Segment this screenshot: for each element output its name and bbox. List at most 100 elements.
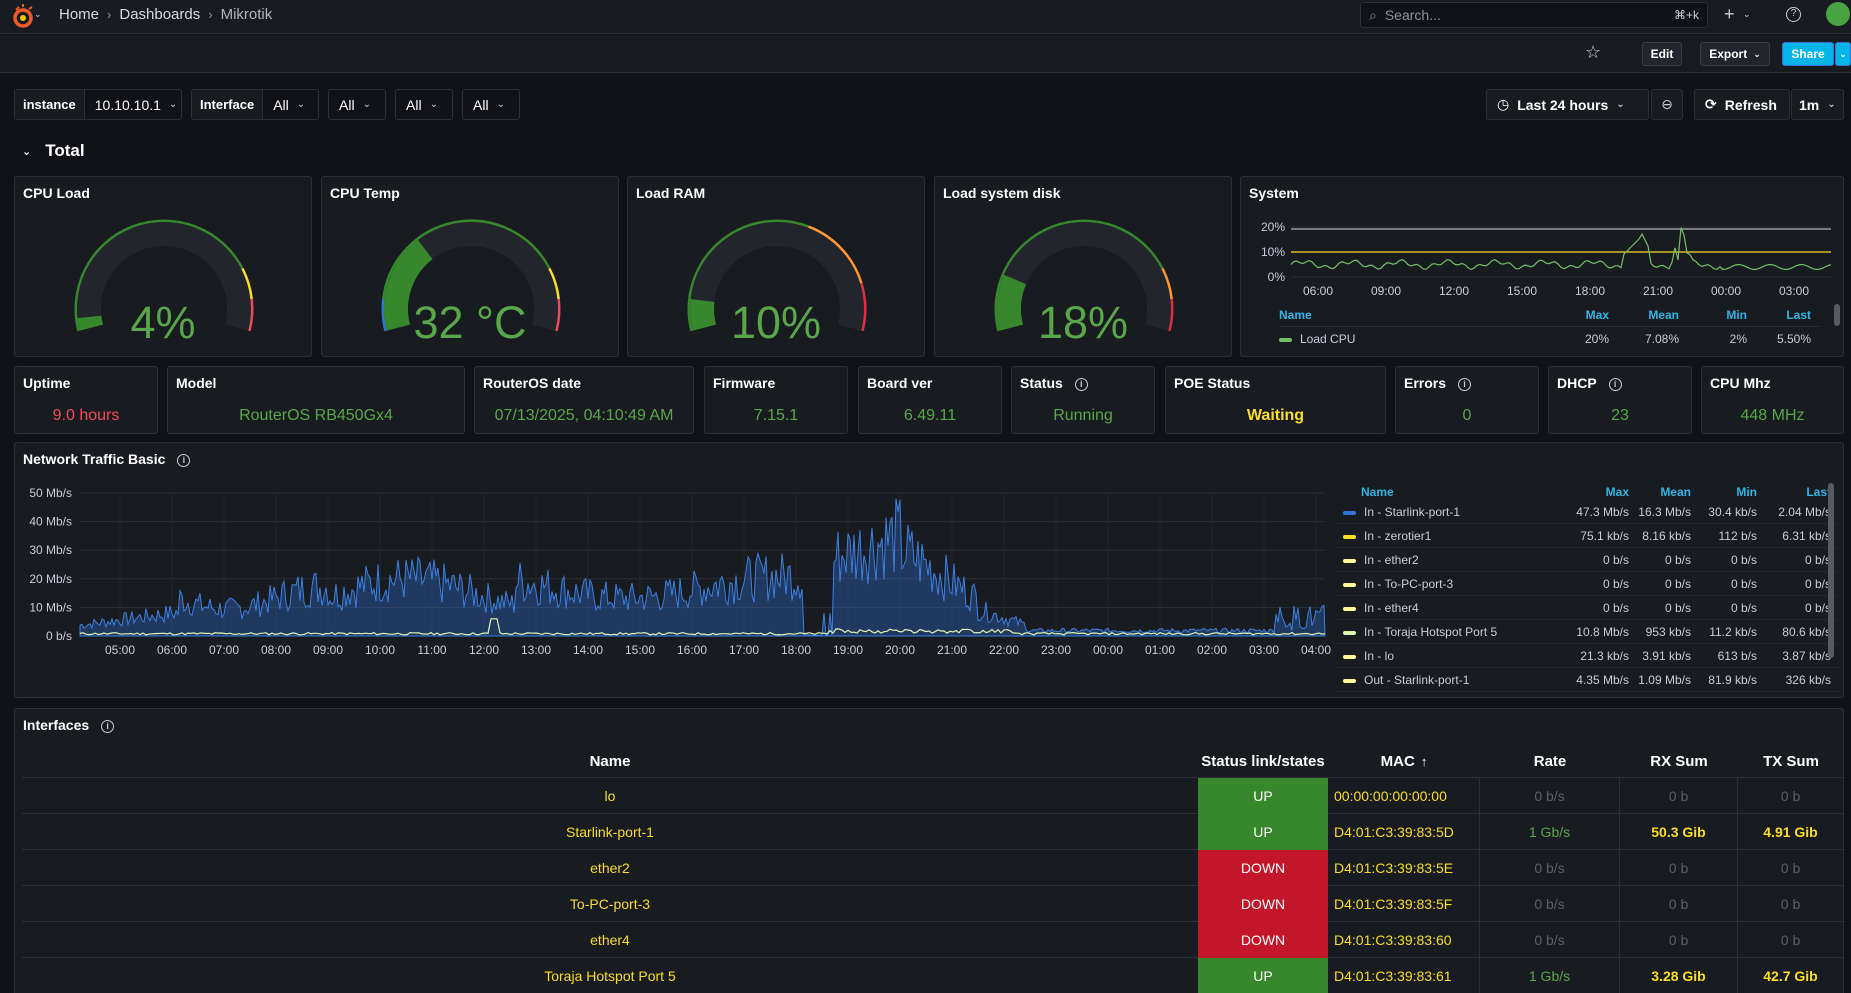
- series-swatch: [1343, 558, 1356, 563]
- variable-value[interactable]: 10.10.10.1 ⌄: [85, 90, 188, 119]
- info-icon[interactable]: i: [1458, 377, 1472, 391]
- x-tick-label: 15:00: [625, 643, 655, 657]
- variable-filter-3[interactable]: All ⌄: [328, 89, 386, 120]
- column-header-rate[interactable]: Rate: [1480, 753, 1620, 770]
- legend-header-max[interactable]: Max: [1585, 308, 1609, 322]
- gauge-threshold-band: [247, 298, 254, 332]
- series-label: In - ether2: [1364, 553, 1419, 567]
- time-range-value[interactable]: ◷ Last 24 hours ⌄: [1487, 90, 1635, 119]
- refresh-value[interactable]: ⟳ Refresh: [1695, 90, 1787, 119]
- info-icon[interactable]: i: [1074, 377, 1088, 391]
- grafana-logo-icon[interactable]: [10, 4, 36, 30]
- legend-scrollbar[interactable]: [1834, 304, 1840, 326]
- x-tick-label: 21:00: [1643, 284, 1673, 298]
- edit-button[interactable]: Edit: [1642, 42, 1682, 66]
- legend-row[interactable]: In - To-PC-port-3 0 b/s 0 b/s 0 b/s 0 b/s: [1335, 573, 1839, 596]
- panel-title-text: CPU Mhz: [1710, 375, 1771, 391]
- legend-header-min[interactable]: Min: [1726, 308, 1747, 322]
- series-swatch: [1343, 630, 1356, 635]
- time-range-picker[interactable]: ◷ Last 24 hours ⌄: [1486, 89, 1649, 120]
- table-row[interactable]: To-PC-port-3 DOWN D4:01:C3:39:83:5F 0 b/s 0 …: [22, 886, 1844, 922]
- info-icon[interactable]: i: [101, 719, 115, 733]
- export-button[interactable]: Export ⌄: [1700, 42, 1770, 66]
- add-icon[interactable]: +: [1724, 3, 1735, 24]
- legend-header-name[interactable]: Name: [1279, 308, 1312, 322]
- zoom-out-button[interactable]: ⊖: [1651, 89, 1683, 120]
- variable-instance[interactable]: instance 10.10.10.1 ⌄: [14, 89, 182, 120]
- legend-series-name[interactable]: Load CPU: [1279, 332, 1355, 346]
- legend-header-last[interactable]: Last: [1806, 485, 1831, 499]
- panel-title: CPU Load: [23, 185, 90, 201]
- search-input[interactable]: ⌕ Search... ⌘+k: [1360, 2, 1708, 28]
- cell-mac: D4:01:C3:39:83:61: [1328, 958, 1480, 993]
- refresh-interval[interactable]: 1m ⌄: [1792, 90, 1843, 119]
- breadcrumb-home[interactable]: Home: [59, 5, 100, 23]
- refresh-interval-picker[interactable]: 1m ⌄: [1791, 89, 1844, 120]
- legend-mean: 8.16 kb/s: [1642, 529, 1691, 543]
- legend-header-mean[interactable]: Mean: [1660, 485, 1691, 499]
- table-row[interactable]: Toraja Hotspot Port 5 UP D4:01:C3:39:83:61…: [22, 958, 1844, 993]
- share-button[interactable]: Share: [1782, 42, 1834, 66]
- legend-row[interactable]: In - lo 21.3 kb/s 3.91 kb/s 613 b/s 3.87 kb/…: [1335, 645, 1839, 668]
- legend-scrollbar[interactable]: [1828, 483, 1834, 658]
- legend-row[interactable]: In - ether4 0 b/s 0 b/s 0 b/s 0 b/s: [1335, 597, 1839, 620]
- legend-max: 21.3 kb/s: [1580, 649, 1629, 663]
- x-tick-label: 00:00: [1711, 284, 1741, 298]
- info-icon[interactable]: i: [177, 453, 191, 467]
- legend-header-max[interactable]: Max: [1605, 485, 1629, 499]
- variable-interface[interactable]: Interface All ⌄: [191, 89, 319, 120]
- help-icon[interactable]: ?: [1786, 4, 1801, 24]
- variable-filter-5[interactable]: All ⌄: [462, 89, 520, 120]
- legend-row[interactable]: In - Toraja Hotspot Port 5 10.8 Mb/s 953 k…: [1335, 621, 1839, 644]
- legend-header-mean[interactable]: Mean: [1648, 308, 1679, 322]
- table-row[interactable]: Starlink-port-1 UP D4:01:C3:39:83:5D 1 Gb/s…: [22, 814, 1844, 850]
- panel-title: Errors i: [1404, 375, 1472, 391]
- legend-header-name[interactable]: Name: [1361, 485, 1394, 499]
- legend-series-name: Out - Starlink-port-1: [1343, 673, 1469, 687]
- variable-filter-4[interactable]: All ⌄: [395, 89, 453, 120]
- variable-value[interactable]: All ⌄: [329, 90, 381, 119]
- legend-row[interactable]: In - Starlink-port-1 47.3 Mb/s 16.3 Mb/s 30…: [1335, 501, 1839, 524]
- x-tick-label: 05:00: [105, 643, 135, 657]
- legend-mean: 0 b/s: [1664, 553, 1691, 567]
- legend-last: 3.87 kb/s: [1782, 649, 1831, 663]
- breadcrumb: Home › Dashboards › Mikrotik: [59, 0, 272, 28]
- variable-value[interactable]: All ⌄: [396, 90, 448, 119]
- legend-row[interactable]: In - ether2 0 b/s 0 b/s 0 b/s 0 b/s: [1335, 549, 1839, 572]
- cell-mac: 00:00:00:00:00:00: [1328, 778, 1480, 814]
- column-header-name[interactable]: Name: [22, 753, 1198, 770]
- share-menu-button[interactable]: ⌄: [1835, 42, 1851, 66]
- x-tick-label: 14:00: [573, 643, 603, 657]
- panel-stat-6: POE Status Waiting: [1165, 366, 1386, 434]
- legend-row[interactable]: In - zerotier1 75.1 kb/s 8.16 kb/s 112 b/s 6…: [1335, 525, 1839, 548]
- column-header-status[interactable]: Status link/states: [1198, 753, 1328, 770]
- cell-rate: 0 b/s: [1480, 778, 1620, 814]
- breadcrumb-dashboards[interactable]: Dashboards: [119, 5, 201, 23]
- x-tick-label: 12:00: [1439, 284, 1469, 298]
- star-icon[interactable]: ☆: [1585, 42, 1602, 62]
- refresh-button[interactable]: ⟳ Refresh: [1694, 89, 1790, 120]
- series-swatch: [1343, 534, 1356, 539]
- chevron-down-icon[interactable]: ⌄: [1743, 8, 1751, 19]
- row-header-total[interactable]: ⌄ Total: [22, 141, 85, 161]
- legend-header-min[interactable]: Min: [1736, 485, 1757, 499]
- info-icon[interactable]: i: [1608, 377, 1622, 391]
- legend-header-last[interactable]: Last: [1786, 308, 1811, 322]
- user-avatar[interactable]: [1826, 2, 1850, 26]
- column-header-rx-sum[interactable]: RX Sum: [1620, 753, 1738, 770]
- x-tick-label: 16:00: [677, 643, 707, 657]
- variable-value[interactable]: All ⌄: [263, 90, 315, 119]
- variable-value[interactable]: All ⌄: [463, 90, 515, 119]
- column-header-tx-sum[interactable]: TX Sum: [1738, 753, 1844, 770]
- column-header-mac[interactable]: MAC ↑: [1328, 753, 1480, 770]
- legend-row[interactable]: Out - Starlink-port-1 4.35 Mb/s 1.09 Mb/s 8…: [1335, 669, 1839, 692]
- panel-title: System: [1249, 185, 1299, 201]
- variable-label: instance: [15, 90, 85, 119]
- variable-label: Interface: [192, 90, 264, 119]
- breadcrumb-current: Mikrotik: [220, 5, 273, 23]
- legend-series-name: In - ether2: [1343, 553, 1419, 567]
- chevron-down-icon[interactable]: ⌄: [34, 8, 42, 19]
